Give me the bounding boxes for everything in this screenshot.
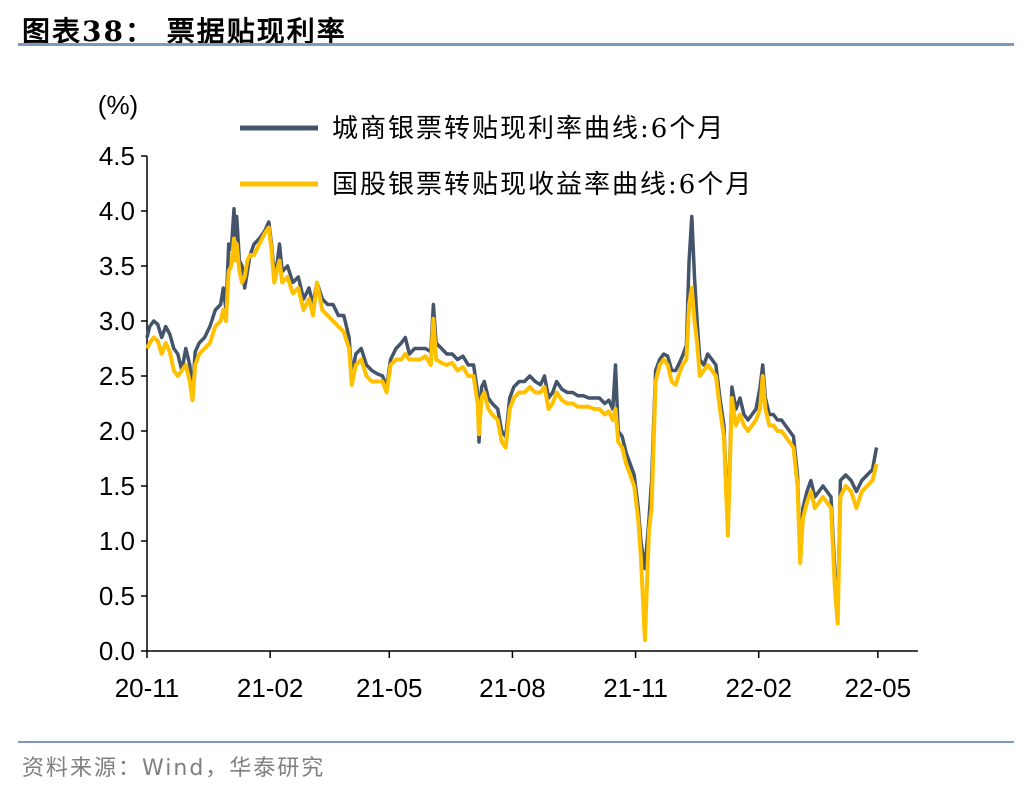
x-axis: 20-11 21-02 21-05 21-08 21-11 22-02 22-05 [115, 650, 918, 703]
x-tick-label: 21-11 [603, 673, 668, 703]
x-tick-label: 22-02 [725, 673, 792, 703]
series-line-2 [145, 225, 879, 642]
x-tick-label: 22-05 [845, 673, 912, 703]
legend: 城商银票转贴现利率曲线:6个月 国股银票转贴现收益率曲线:6个月 [240, 114, 753, 200]
y-tick-label: 0.5 [99, 581, 135, 611]
y-tick-label: 0.0 [99, 636, 135, 666]
y-tick-label: 1.0 [99, 526, 135, 556]
y-tick-label: 4.0 [99, 196, 135, 226]
bottom-rule [18, 741, 1014, 743]
y-tick-label: 4.5 [99, 141, 135, 171]
top-rule [18, 43, 1014, 46]
legend-label-series-1: 城商银票转贴现利率曲线:6个月 [332, 114, 725, 144]
y-tick-label: 3.5 [99, 251, 135, 281]
legend-label-series-2: 国股银票转贴现收益率曲线:6个月 [332, 170, 753, 200]
y-tick-label: 1.5 [99, 471, 135, 501]
x-tick-label: 21-05 [356, 673, 423, 703]
y-axis: 0.0 0.5 1.0 1.5 2.0 2.5 3.0 3.5 4.0 4.5 [99, 141, 148, 666]
x-tick-label: 21-02 [237, 673, 304, 703]
y-tick-label: 2.5 [99, 361, 135, 391]
figure-title: 图表38： 票据贴现利率 [22, 15, 347, 48]
y-axis-unit-label: (%) [98, 90, 138, 120]
series-lines [145, 207, 879, 642]
x-tick-label: 20-11 [115, 673, 180, 703]
y-tick-label: 3.0 [99, 306, 135, 336]
source-note: 资料来源：Wind，华泰研究 [22, 756, 326, 781]
y-tick-label: 2.0 [99, 416, 135, 446]
x-tick-label: 21-08 [479, 673, 546, 703]
